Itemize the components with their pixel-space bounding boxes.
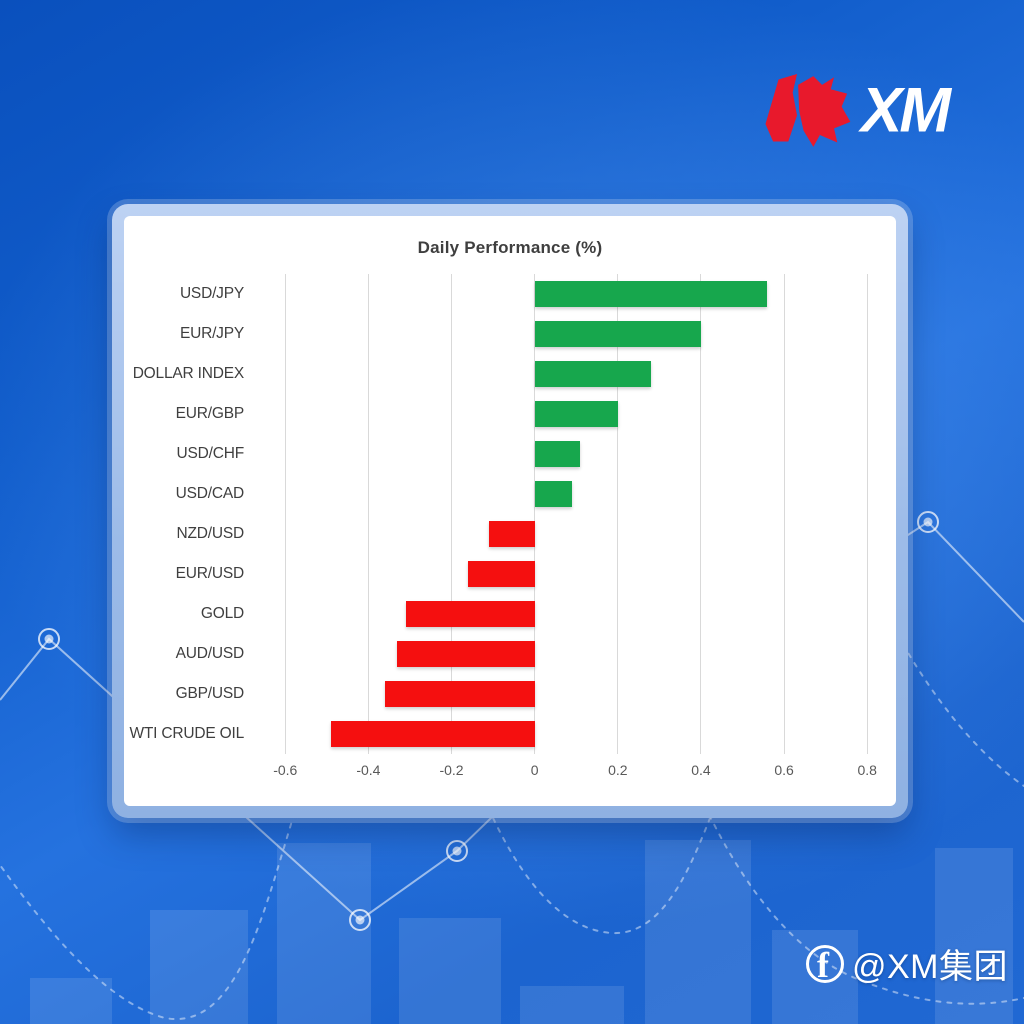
- decor-bar: [520, 986, 624, 1024]
- footer-handle: @XM集团: [851, 948, 1008, 986]
- category-label: GOLD: [200, 605, 244, 622]
- bar: [468, 561, 535, 587]
- tick-label: 0: [530, 762, 539, 778]
- chart-area: Daily Performance (%) USD/JPY EUR/JPY DOLL…: [124, 216, 896, 806]
- xm-logo: XM: [763, 74, 951, 148]
- y-axis-labels: USD/JPY EUR/JPY DOLLAR INDEX EUR/GBP USD/CHF…: [124, 274, 244, 754]
- bar: [534, 441, 581, 467]
- grid-line: [783, 274, 785, 754]
- bull-icon: [765, 74, 851, 147]
- grid-line: [617, 274, 619, 754]
- bar: [397, 641, 535, 667]
- tick-label: 0.8: [857, 762, 877, 778]
- chart-card: Daily Performance (%) USD/JPY EUR/JPY DOLL…: [112, 204, 908, 818]
- grid-line: [866, 274, 868, 754]
- grid-line: [451, 274, 453, 754]
- tick-label: 0.4: [691, 762, 711, 778]
- bar: [534, 361, 652, 387]
- logo-text: XM: [861, 75, 951, 146]
- bar: [534, 321, 701, 347]
- decor-dashed-curve: [0, 794, 301, 1021]
- bar: [330, 721, 535, 747]
- category-label: NZD/USD: [176, 525, 245, 542]
- decor-bar: [645, 840, 751, 1024]
- grid-line: [284, 274, 286, 754]
- decor-dashed-curve: [479, 787, 719, 935]
- bar: [534, 281, 768, 307]
- tick-label: -0.2: [439, 762, 464, 778]
- tick-label: -0.4: [356, 762, 381, 778]
- tick-label: 0.6: [774, 762, 794, 778]
- bar: [405, 601, 535, 627]
- footer: f @XM集团: [805, 939, 1008, 988]
- decor-bar: [399, 918, 501, 1024]
- bar: [488, 521, 535, 547]
- decor-bar: [30, 978, 112, 1024]
- category-label: EUR/USD: [175, 565, 245, 582]
- grid-line: [534, 274, 536, 754]
- category-label: GBP/USD: [175, 685, 245, 702]
- tick-label: 0.2: [608, 762, 628, 778]
- bar: [534, 401, 618, 427]
- facebook-icon: f: [805, 944, 844, 984]
- decor-dashed-curve: [699, 794, 1024, 1005]
- decor-bar: [150, 910, 248, 1024]
- category-label: USD/CHF: [176, 445, 245, 462]
- category-label: DOLLAR INDEX: [132, 365, 245, 382]
- category-label: USD/CAD: [175, 485, 245, 502]
- grid-line: [367, 274, 369, 754]
- tick-label: -0.6: [273, 762, 298, 778]
- chart-title: Daily Performance (%): [417, 238, 603, 257]
- bar: [534, 481, 573, 507]
- plot-area: [252, 274, 888, 754]
- bar: [385, 681, 535, 707]
- decor-markers: [38, 511, 939, 931]
- category-label: WTI CRUDE OIL: [129, 725, 244, 742]
- category-label: USD/JPY: [179, 285, 244, 302]
- grid-line: [700, 274, 702, 754]
- decor-bar: [277, 843, 371, 1024]
- category-label: AUD/USD: [175, 645, 245, 662]
- category-label: EUR/JPY: [179, 325, 244, 342]
- x-axis-labels: -0.6 -0.4 -0.2 0 0.2 0.4 0.6 0.8: [252, 762, 888, 784]
- category-label: EUR/GBP: [175, 405, 245, 422]
- decor-bar: [935, 848, 1013, 1024]
